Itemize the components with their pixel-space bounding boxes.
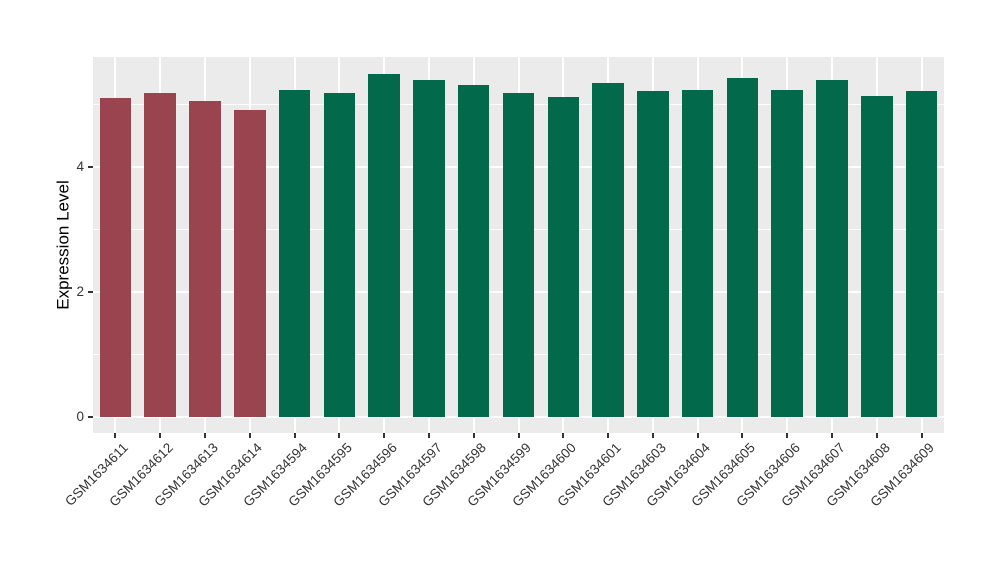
x-tick-mark xyxy=(248,433,251,438)
y-tick-mark-0 xyxy=(88,416,93,418)
bar-GSM1634597 xyxy=(413,80,445,417)
bar-GSM1634604 xyxy=(681,90,714,417)
x-tick-mark xyxy=(114,433,117,438)
plot-panel xyxy=(93,57,944,433)
bar-GSM1634607 xyxy=(816,80,848,417)
bar-GSM1634605 xyxy=(726,78,759,417)
x-tick-mark xyxy=(920,433,923,438)
x-tick-mark xyxy=(741,433,744,438)
bar-GSM1634609 xyxy=(905,90,938,417)
x-tick-mark xyxy=(472,433,475,438)
x-tick-mark xyxy=(383,433,386,438)
x-tick-mark xyxy=(427,433,430,438)
bar-GSM1634599 xyxy=(502,92,535,417)
x-tick-mark xyxy=(517,433,520,438)
y-tick-mark-4 xyxy=(88,166,93,168)
y-tick-label-0: 0 xyxy=(76,409,84,424)
bar-GSM1634596 xyxy=(368,73,400,417)
bar-GSM1634608 xyxy=(861,95,893,417)
x-tick-mark xyxy=(875,433,878,438)
bar-GSM1634598 xyxy=(457,84,490,417)
x-tick-mark xyxy=(786,433,789,438)
bar-GSM1634603 xyxy=(637,90,669,417)
x-tick-mark xyxy=(651,433,654,438)
bar-GSM1634614 xyxy=(234,110,266,417)
bar-GSM1634612 xyxy=(144,92,176,417)
x-tick-mark xyxy=(159,433,162,438)
bar-GSM1634611 xyxy=(99,97,132,417)
bar-GSM1634613 xyxy=(189,100,221,417)
y-tick-mark-2 xyxy=(88,291,93,293)
x-tick-mark xyxy=(607,433,610,438)
bar-GSM1634601 xyxy=(592,83,624,417)
x-tick-mark xyxy=(831,433,834,438)
bar-GSM1634600 xyxy=(547,97,580,417)
x-tick-mark xyxy=(562,433,565,438)
bar-GSM1634595 xyxy=(323,92,356,417)
y-tick-label-4: 4 xyxy=(76,159,84,174)
x-tick-mark xyxy=(293,433,296,438)
bar-GSM1634594 xyxy=(278,89,311,417)
x-tick-mark xyxy=(696,433,699,438)
y-tick-label-2: 2 xyxy=(76,284,84,299)
bar-GSM1634606 xyxy=(771,90,803,417)
x-tick-mark xyxy=(338,433,341,438)
x-tick-mark xyxy=(203,433,206,438)
